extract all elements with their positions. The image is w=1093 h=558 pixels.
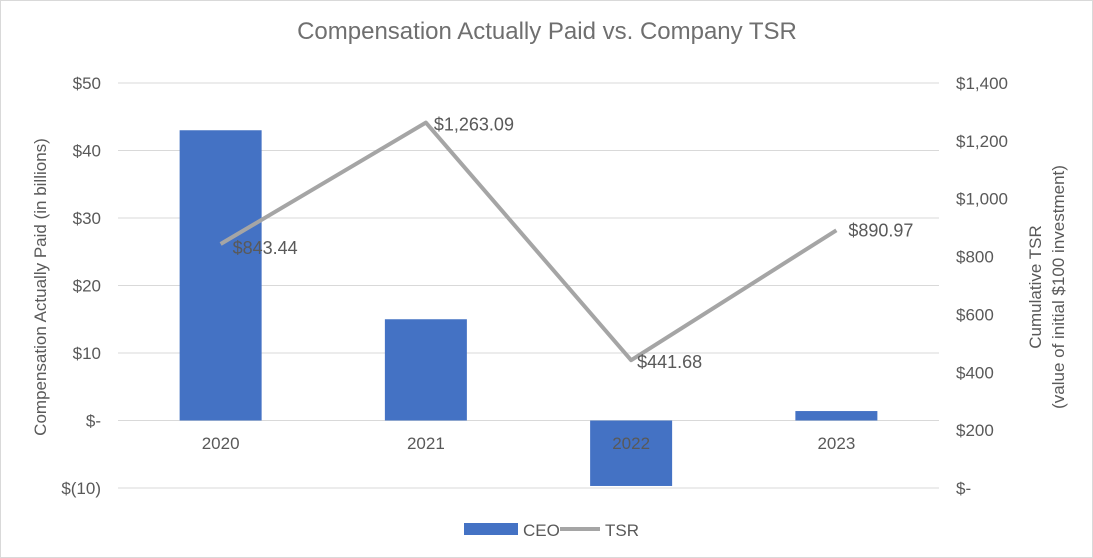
right-tick-label: $800 [956,248,994,267]
x-tick-label: 2021 [407,434,445,453]
x-tick-label: 2020 [202,434,240,453]
left-axis-ticks: $(10) $- $10 $20 $30 $40 $50 [61,74,101,498]
tsr-data-label: $843.44 [233,238,298,258]
tsr-data-label: $441.68 [637,352,702,372]
tsr-data-label: $890.97 [848,220,913,240]
legend-swatch-ceo [464,523,518,535]
right-tick-label: $1,400 [956,74,1008,93]
bar-ceo-2020 [179,130,262,421]
left-tick-label: $30 [73,209,101,228]
tsr-line: $843.44 $1,263.09 $441.68 $890.97 [219,115,913,372]
left-tick-label: $- [86,412,101,431]
left-tick-label: $20 [73,277,101,296]
left-tick-label: $(10) [61,479,101,498]
right-tick-label: $- [956,479,971,498]
ceo-bars [179,130,878,486]
x-tick-label: 2022 [612,434,650,453]
legend: CEO TSR [464,521,639,540]
legend-label-tsr: TSR [605,521,639,540]
x-tick-label: 2023 [817,434,855,453]
tsr-series-line [219,120,838,363]
right-tick-label: $400 [956,363,994,382]
chart-title: Compensation Actually Paid vs. Company T… [297,18,797,45]
legend-label-ceo: CEO [523,521,560,540]
right-tick-label: $1,000 [956,190,1008,209]
bar-ceo-2022 [590,420,673,486]
left-tick-label: $50 [73,74,101,93]
right-axis-ticks: $- $200 $400 $600 $800 $1,000 $1,200 $1,400 [956,74,1008,498]
right-axis-label-line1: Cumulative TSR [1026,225,1045,348]
left-tick-label: $10 [73,344,101,363]
tsr-data-label: $1,263.09 [434,115,514,135]
x-axis-ticks: 2020 2021 2022 2023 [202,434,856,453]
right-tick-label: $200 [956,421,994,440]
left-tick-label: $40 [73,142,101,161]
right-tick-label: $1,200 [956,132,1008,151]
bar-ceo-2023 [795,411,878,421]
left-axis-label: Compensation Actually Paid (in billions) [31,138,50,436]
right-axis-label-line2: (value of initial $100 investment) [1049,165,1068,409]
bar-ceo-2021 [384,319,467,421]
right-tick-label: $600 [956,305,994,324]
